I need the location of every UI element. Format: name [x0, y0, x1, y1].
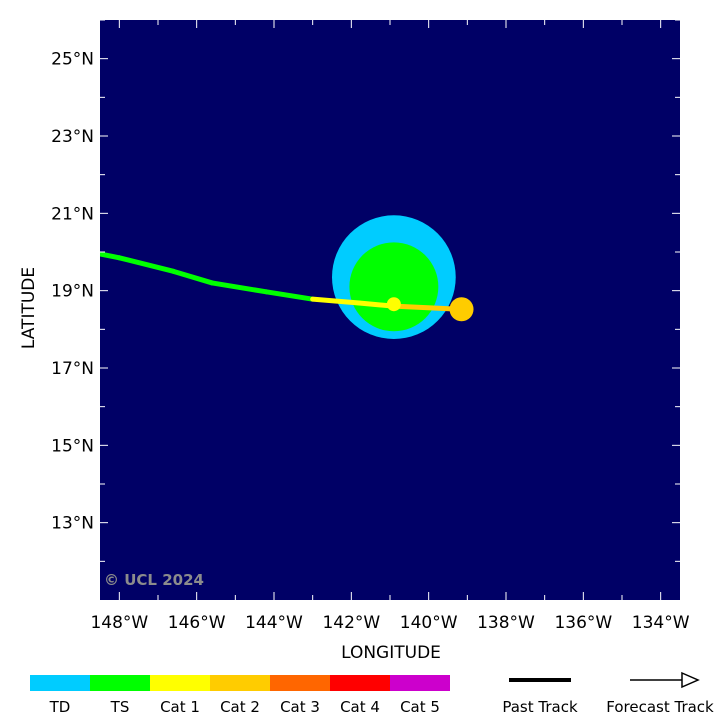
past-track-segment: [391, 303, 463, 312]
y-tick-label: 23°N: [51, 127, 94, 147]
legend-swatch-td: [30, 675, 90, 691]
y-tick-label: 21°N: [51, 204, 94, 224]
legend: TD TS Cat 1 Cat 2 Cat 3 Cat 4 Cat 5 Past Track…: [30, 671, 714, 714]
x-tick-label: 140°W: [400, 613, 458, 633]
axis-ticks: [100, 19, 680, 600]
previous-position-marker: [386, 297, 401, 312]
legend-swatch-cat-3: [270, 675, 330, 691]
wind-field-ts: [349, 242, 439, 332]
past-track-segment: [170, 268, 215, 286]
past-track-layer: [100, 251, 463, 312]
past-track-segment: [116, 255, 176, 274]
forecast-track-legend-arrow: [630, 671, 700, 689]
axis-tick-labels: 148°W 146°W 144°W 142°W 140°W 138°W 136°W 134°W…: [51, 50, 690, 633]
y-tick-label: 13°N: [51, 514, 94, 534]
past-track-segment: [263, 289, 316, 302]
y-tick-label: 15°N: [51, 436, 94, 456]
y-tick-label: 17°N: [51, 359, 94, 379]
category-color-scale: TD TS Cat 1 Cat 2 Cat 3 Cat 4 Cat 5: [30, 675, 450, 714]
y-tick-label: 19°N: [51, 282, 94, 302]
legend-swatch-cat-2: [210, 675, 270, 691]
x-axis-title: LONGITUDE: [341, 643, 441, 663]
x-tick-label: 134°W: [632, 613, 690, 633]
legend-category-label: Cat 4: [340, 698, 380, 714]
forecast-track-legend-label: Forecast Track: [606, 698, 714, 714]
legend-category-label: Cat 1: [160, 698, 200, 714]
legend-category-label: Cat 5: [400, 698, 440, 714]
legend-category-label: TS: [110, 698, 130, 714]
y-tick-label: 25°N: [51, 50, 94, 70]
x-tick-label: 144°W: [245, 613, 303, 633]
legend-category-label: TD: [49, 698, 71, 714]
x-tick-label: 148°W: [90, 613, 148, 633]
legend-swatch-cat-4: [330, 675, 390, 691]
legend-swatch-cat-5: [390, 675, 450, 691]
legend-swatch-ts: [90, 675, 150, 691]
watermark: © UCL 2024: [104, 571, 204, 589]
legend-category-label: Cat 2: [220, 698, 260, 714]
x-tick-label: 146°W: [168, 613, 226, 633]
storm-position-layer: [386, 297, 474, 322]
past-track-segment: [209, 280, 269, 295]
legend-category-label: Cat 3: [280, 698, 320, 714]
wind-field-layer: [332, 215, 456, 339]
past-track-segment: [310, 296, 362, 306]
legend-swatch-cat-1: [150, 675, 210, 691]
x-tick-label: 138°W: [477, 613, 535, 633]
current-position-marker: [449, 297, 474, 322]
past-track-legend-label: Past Track: [502, 698, 578, 714]
y-axis-title: LATITUDE: [19, 267, 39, 349]
x-tick-label: 142°W: [322, 613, 380, 633]
past-track-segment: [100, 251, 122, 261]
x-tick-label: 136°W: [554, 613, 612, 633]
